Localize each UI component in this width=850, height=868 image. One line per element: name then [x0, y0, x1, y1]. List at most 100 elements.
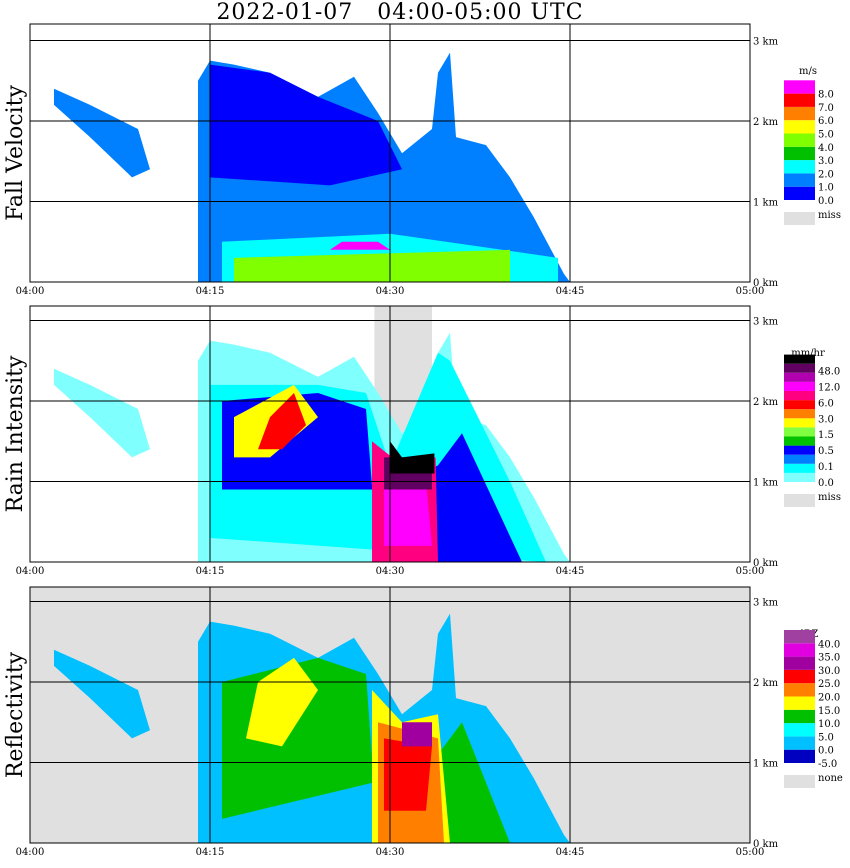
y-axis-label: Reflectivity — [3, 651, 28, 778]
colorbar-missing-label: miss — [818, 210, 841, 221]
y-tick-label: 3 km — [753, 37, 779, 48]
echo-region-3 — [222, 392, 522, 562]
colorbar-missing-swatch — [784, 494, 815, 507]
colorbar-level: 20.0 — [818, 693, 840, 704]
colorbar-level: 6.0 — [818, 116, 834, 127]
colorbar-level: 3.0 — [818, 156, 834, 167]
colorbar-missing-label: none — [818, 773, 843, 784]
x-tick-label: 04:30 — [376, 566, 405, 577]
echo-region-2 — [54, 88, 150, 178]
y-tick-label: 1 km — [753, 198, 779, 209]
x-tick-label: 04:45 — [556, 286, 585, 297]
echo-region-4 — [234, 249, 510, 282]
x-tick-label: 04:30 — [376, 286, 405, 297]
y-tick-label: 2 km — [753, 397, 779, 408]
colorbar-swatch — [784, 643, 815, 657]
colorbar-level: 35.0 — [818, 653, 840, 664]
colorbar-swatch — [784, 400, 815, 410]
colorbar-level: 15.0 — [818, 706, 840, 717]
colorbar-swatch — [784, 372, 815, 382]
x-tick-label: 04:45 — [556, 847, 585, 858]
colorbar-swatch — [784, 749, 815, 763]
colorbar-level: 0.1 — [818, 462, 834, 473]
plot-frame — [29, 586, 751, 844]
panel-fall-velocity: 0 km 1 km 2 km 3 km 04:00 04:15 04:30 04:45 05:0… — [3, 23, 841, 297]
colorbar-swatch — [784, 436, 815, 446]
x-tick-label: 04:00 — [16, 847, 45, 858]
colorbar-swatch — [784, 463, 815, 473]
colorbar-swatch — [784, 454, 815, 464]
y-tick-label: 1 km — [753, 759, 779, 770]
colorbar-swatch — [784, 363, 815, 373]
colorbar-swatch — [784, 696, 815, 710]
colorbar-swatch — [784, 723, 815, 737]
panel-reflectivity: 0 km 1 km 2 km 3 km 04:00 04:15 04:30 04:45 05:0… — [3, 586, 843, 858]
colorbar: dBZ-5.00.05.010.015.020.025.030.035.040.… — [784, 629, 843, 788]
colorbar-level: 0.5 — [818, 446, 834, 457]
colorbar-level: 40.0 — [818, 639, 840, 650]
colorbar-level: 4.0 — [818, 143, 834, 154]
colorbar-swatch — [784, 391, 815, 401]
colorbar-level: 6.0 — [818, 398, 834, 409]
colorbar-level: 25.0 — [818, 679, 840, 690]
colorbar-swatch — [784, 669, 815, 684]
x-tick-label: 04:15 — [196, 847, 225, 858]
colorbar-swatch — [784, 93, 815, 107]
echo-region-5 — [330, 241, 390, 250]
echo-region-7 — [402, 722, 432, 747]
colorbar-level: 30.0 — [818, 666, 840, 677]
colorbar-swatch — [784, 120, 815, 134]
colorbar-level: 5.0 — [818, 130, 834, 141]
colorbar-level: 7.0 — [818, 103, 834, 114]
colorbar-swatch — [784, 709, 815, 724]
x-tick-label: 05:00 — [736, 847, 765, 858]
y-axis-label: Rain Intensity — [3, 355, 28, 512]
colorbar-swatch — [784, 160, 815, 174]
colorbar-swatch — [784, 409, 815, 419]
colorbar-swatch — [784, 630, 815, 644]
plot-frame — [29, 305, 751, 563]
y-tick-label: 0 km — [753, 558, 779, 569]
colorbar-swatch — [784, 445, 815, 455]
colorbar: m/s 0.0 1.0 2.0 3.0 4.0 5.0 6.0 7.0 8.0 miss — [784, 66, 841, 225]
colorbar-swatch — [784, 106, 815, 121]
colorbar-swatch — [784, 736, 815, 750]
y-tick-label: 2 km — [753, 678, 779, 689]
colorbar-level: 1.5 — [818, 430, 834, 441]
colorbar-unit: m/s — [799, 66, 817, 77]
y-tick-label: 0 km — [753, 839, 779, 850]
echo-region-5 — [258, 392, 306, 450]
colorbar-missing-swatch — [784, 775, 815, 788]
colorbar-level: -5.0 — [818, 759, 837, 770]
colorbar-swatch — [784, 683, 815, 697]
x-tick-label: 04:15 — [196, 566, 225, 577]
x-tick-label: 05:00 — [736, 566, 765, 577]
y-tick-label: 2 km — [753, 117, 779, 128]
x-tick-label: 04:00 — [16, 566, 45, 577]
y-axis-label: Fall Velocity — [3, 85, 28, 221]
colorbar-level: 8.0 — [818, 90, 834, 101]
colorbar-missing-swatch — [784, 212, 815, 225]
colorbar-level: 12.0 — [818, 382, 840, 393]
colorbar-swatch — [784, 472, 815, 482]
x-tick-label: 04:30 — [376, 847, 405, 858]
plot-frame — [29, 23, 751, 283]
colorbar-swatch — [784, 133, 815, 147]
x-tick-label: 04:15 — [196, 286, 225, 297]
colorbar-level: 3.0 — [818, 414, 834, 425]
colorbar-swatch — [784, 418, 815, 428]
panel-rain-intensity: 0 km 1 km 2 km 3 km 04:00 04:15 04:30 04:45 05:0… — [3, 305, 841, 577]
echo-region-1 — [54, 649, 150, 739]
colorbar-level: 48.0 — [818, 367, 840, 378]
echo-region-3 — [246, 657, 318, 747]
x-tick-label: 05:00 — [736, 286, 765, 297]
colorbar: mm/hr 0.0 0.1 0.5 1.5 3.0 6.0 12.0 48.0 miss — [784, 348, 841, 507]
colorbar-level: 5.0 — [818, 732, 834, 743]
colorbar-unit: mm/hr — [791, 348, 825, 359]
colorbar-swatch — [784, 146, 815, 161]
colorbar-swatch — [784, 354, 815, 364]
colorbar-level: 0.0 — [818, 196, 834, 207]
colorbar-level: 0.0 — [818, 746, 834, 757]
